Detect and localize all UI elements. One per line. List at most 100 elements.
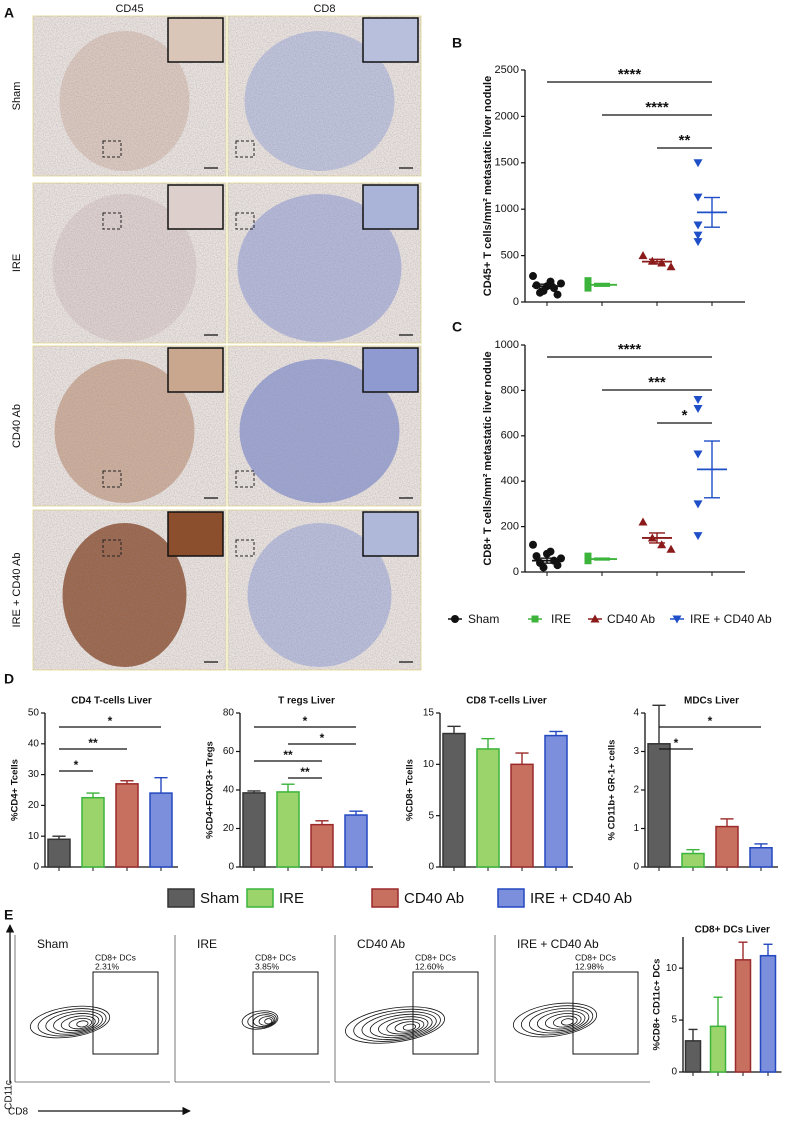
significance-label: * (320, 731, 325, 745)
inset-roi (102, 140, 122, 158)
y-tick-label: 60 (223, 746, 235, 757)
bar (734, 959, 752, 1073)
error-bar (515, 752, 529, 765)
significance-label: * (108, 714, 113, 728)
inset-roi (102, 212, 122, 230)
bar (115, 783, 139, 868)
error-bar (447, 725, 461, 734)
contour (378, 1016, 429, 1037)
legend-label: CD40 Ab (404, 890, 464, 907)
significance-label: * (674, 736, 679, 750)
micrograph (227, 182, 422, 344)
error-bar (738, 941, 748, 960)
y-tick-label: 1000 (495, 203, 519, 215)
gate (572, 971, 639, 1055)
inset-roi (235, 212, 255, 230)
legend-label: Sham (468, 612, 499, 626)
bar (709, 1025, 727, 1073)
plot-title: IRE (197, 937, 217, 951)
error-bar (704, 196, 720, 228)
data-point (553, 290, 562, 299)
contour (253, 1014, 276, 1027)
data-point (584, 284, 592, 292)
data-point (532, 281, 541, 290)
panel-label: E (4, 907, 13, 923)
panel-label: D (4, 671, 14, 687)
bar (749, 847, 773, 868)
significance-label: ** (283, 748, 293, 762)
contour (553, 1015, 578, 1028)
y-tick-label: 20 (28, 800, 40, 811)
y-tick-label: 5 (428, 810, 434, 821)
significance-label: ** (88, 736, 98, 750)
data-point (693, 238, 703, 247)
error-bar (281, 783, 295, 792)
error-bar (86, 792, 100, 798)
y-tick-label: 200 (501, 521, 519, 533)
bar (476, 748, 500, 868)
chart-title: MDCs Liver (684, 696, 739, 707)
data-point (553, 561, 562, 570)
y-tick-label: 4 (633, 708, 639, 719)
data-point (543, 549, 551, 558)
significance-label: * (708, 714, 713, 728)
gate-label: CD8+ DCs (255, 952, 296, 962)
y-axis-label: CD8+ T cells/mm² metastatic liver nodule (482, 351, 494, 565)
contour (369, 1013, 433, 1039)
inset (167, 184, 224, 230)
gate (92, 971, 159, 1055)
significance-label: **** (645, 99, 669, 116)
legend-label: IRE (279, 890, 304, 907)
gate-percent: 12.98% (575, 961, 604, 971)
bar (442, 732, 466, 868)
significance-label: * (74, 758, 79, 772)
bar (47, 838, 71, 868)
y-axis-label: %CD4+FOXP3+ Tregs (205, 741, 216, 839)
gate-percent: 3.85% (255, 961, 280, 971)
bar (344, 814, 368, 868)
panel-label: A (4, 5, 14, 21)
error-bar (594, 282, 610, 287)
y-tick-label: 600 (501, 430, 519, 442)
y-tick-label: 2000 (495, 110, 519, 122)
bar (81, 796, 105, 868)
micrograph (32, 182, 227, 344)
data-point (529, 272, 537, 281)
data-point (529, 540, 537, 549)
inset-roi (235, 470, 255, 488)
data-point (693, 231, 703, 240)
data-point (693, 221, 703, 230)
bar (242, 792, 266, 868)
data-point (638, 517, 648, 526)
y-tick-label: 20 (223, 823, 235, 834)
inset-roi (102, 539, 122, 557)
y-axis-label: CD11c (4, 1080, 15, 1110)
inset (362, 17, 419, 63)
contour (353, 1008, 441, 1042)
legend-label: IRE + CD40 Ab (690, 612, 772, 626)
contour (29, 1005, 111, 1039)
micrograph (32, 345, 227, 507)
panel-label: B (452, 35, 462, 51)
y-tick-label: 10 (423, 759, 435, 770)
y-tick-label: 1 (633, 823, 639, 834)
data-point (657, 540, 667, 549)
gate-percent: 12.60% (415, 961, 444, 971)
contour (528, 1007, 590, 1034)
legend-swatch (371, 888, 399, 908)
y-tick-label: 800 (501, 384, 519, 396)
contour (258, 1016, 274, 1026)
significance-label: **** (618, 66, 642, 83)
contour (247, 1012, 277, 1029)
inset (362, 511, 419, 557)
y-tick-label: 30 (28, 769, 40, 780)
significance-label: *** (648, 374, 666, 391)
data-point (638, 251, 648, 260)
contour (37, 1008, 107, 1037)
inset (167, 347, 224, 393)
error-bar (652, 704, 666, 744)
y-axis-label: %CD8+ CD11c+ DCs (652, 959, 663, 1051)
